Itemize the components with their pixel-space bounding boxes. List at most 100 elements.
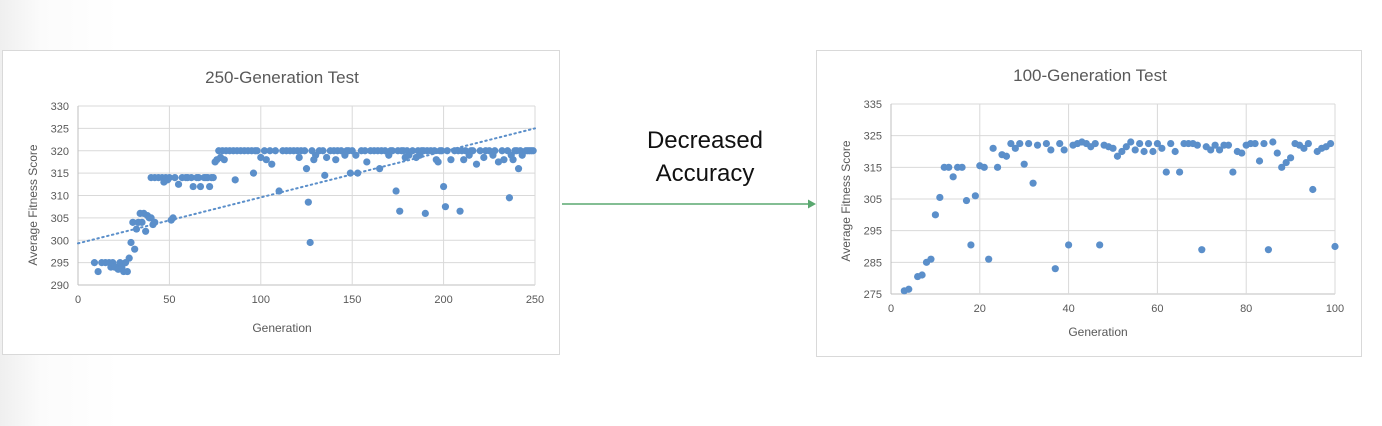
- data-point: [1176, 168, 1184, 176]
- arrow-right-icon: [562, 199, 816, 209]
- data-point: [491, 147, 499, 155]
- data-point: [123, 267, 131, 276]
- data-point: [1007, 139, 1015, 148]
- data-point: [1091, 139, 1099, 148]
- data-point: [1025, 139, 1033, 148]
- y-tick-label: 325: [864, 131, 882, 143]
- data-point: [1016, 139, 1024, 148]
- data-point: [1215, 146, 1224, 154]
- data-point: [967, 241, 975, 249]
- data-points: [90, 147, 537, 276]
- data-point: [1211, 141, 1219, 149]
- data-point: [1144, 139, 1153, 148]
- data-point: [936, 193, 944, 202]
- data-point: [1096, 241, 1104, 249]
- data-point: [268, 160, 276, 168]
- data-point: [363, 158, 371, 166]
- data-point: [1011, 144, 1019, 152]
- data-point: [220, 156, 228, 164]
- data-point: [1207, 146, 1215, 154]
- data-point: [321, 171, 329, 179]
- data-point: [90, 259, 99, 267]
- data-point: [142, 227, 150, 235]
- data-point: [1122, 143, 1130, 151]
- data-point: [509, 156, 517, 164]
- data-point: [514, 165, 523, 173]
- data-point: [302, 165, 311, 173]
- data-point: [476, 147, 484, 155]
- x-tick-label: 50: [163, 294, 175, 306]
- data-point: [1304, 139, 1312, 148]
- data-point: [1127, 138, 1135, 146]
- y-tick-label: 315: [864, 162, 882, 174]
- data-point: [931, 211, 939, 219]
- y-tick-label: 290: [51, 280, 69, 292]
- data-point: [1167, 139, 1175, 148]
- data-point: [295, 153, 303, 162]
- data-point: [440, 182, 448, 191]
- data-point: [319, 147, 327, 155]
- data-point: [209, 174, 217, 182]
- data-point: [1331, 242, 1339, 251]
- x-tick-label: 0: [888, 303, 894, 315]
- x-tick-label: 200: [434, 294, 452, 306]
- y-tick-label: 285: [864, 257, 882, 269]
- data-point: [1113, 152, 1122, 160]
- data-point: [174, 180, 183, 188]
- data-point: [151, 218, 159, 226]
- x-axis-title: Generation: [1068, 325, 1127, 339]
- data-point: [1029, 179, 1037, 187]
- data-point: [1171, 147, 1179, 156]
- data-point: [421, 209, 429, 217]
- data-point: [989, 144, 997, 152]
- data-point: [169, 214, 177, 222]
- data-point: [958, 163, 966, 171]
- x-tick-label: 60: [1151, 303, 1163, 315]
- tick-labels: 290 295 300 305 310 315 320 325 330 0 50 100 150 200 2…: [51, 101, 545, 306]
- y-tick-label: 325: [51, 123, 69, 135]
- data-point: [306, 238, 314, 247]
- y-tick-label: 275: [864, 289, 882, 301]
- data-point: [498, 147, 506, 155]
- x-tick-label: 250: [526, 294, 544, 306]
- data-point: [260, 147, 269, 155]
- data-point: [253, 147, 261, 155]
- data-point: [388, 147, 397, 155]
- data-point: [165, 174, 173, 182]
- y-tick-label: 295: [864, 226, 882, 238]
- data-point: [1060, 146, 1068, 154]
- data-point: [408, 147, 417, 155]
- data-point: [352, 151, 360, 159]
- data-point: [1118, 147, 1126, 156]
- data-point: [971, 192, 979, 200]
- data-point: [131, 245, 139, 253]
- data-point: [1162, 168, 1170, 176]
- data-point: [460, 156, 468, 164]
- decreased-accuracy-caption: Decreased Accuracy: [600, 124, 810, 190]
- data-point: [1224, 141, 1233, 149]
- data-point: [196, 182, 205, 191]
- data-point: [430, 147, 439, 155]
- data-point: [346, 169, 354, 177]
- data-point: [1255, 157, 1264, 165]
- data-point: [1051, 265, 1059, 273]
- data-point: [1033, 141, 1042, 149]
- data-point: [129, 218, 137, 226]
- data-point: [1269, 138, 1277, 146]
- y-tick-label: 320: [51, 146, 69, 158]
- arrow-head: [808, 199, 816, 209]
- data-point: [323, 153, 331, 162]
- y-axis-title: Average Fitness Score: [839, 140, 853, 261]
- data-point: [1282, 158, 1290, 167]
- x-axis-title: Generation: [252, 321, 311, 335]
- data-point: [472, 160, 481, 168]
- data-point: [1002, 152, 1011, 160]
- grid: [77, 105, 536, 286]
- data-point: [1273, 149, 1281, 157]
- x-tick-label: 100: [1326, 303, 1344, 315]
- data-point: [275, 187, 283, 195]
- data-point: [1287, 154, 1295, 162]
- data-point: [500, 156, 508, 164]
- data-point: [1158, 144, 1166, 152]
- data-point: [257, 153, 265, 162]
